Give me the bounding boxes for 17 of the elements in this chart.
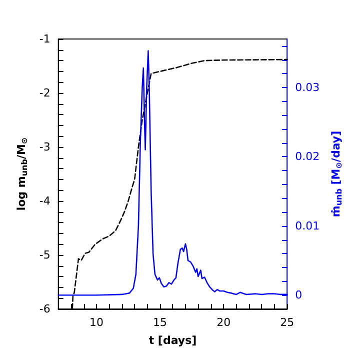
y-tick-label: -2 [39, 86, 50, 100]
y-axis-title: log munb/M⊙ [15, 137, 29, 211]
y-tick-label: -5 [39, 248, 50, 262]
y-tick-label: -1 [39, 32, 50, 46]
y2-axis-title: ṁunb [M⊙/day] [330, 130, 344, 218]
x-tick-label: 20 [216, 316, 231, 329]
x-tick-label: 10 [89, 316, 104, 329]
y-tick-label: -6 [39, 302, 50, 316]
y2-tick-label: 0.02 [295, 150, 320, 164]
x-tick-label: 25 [280, 316, 294, 329]
y2-tick-label: 0 [295, 288, 302, 302]
y-tick-label: -4 [39, 194, 50, 208]
y2-tick-label: 0.01 [295, 219, 320, 232]
x-axis-title: t [days] [148, 334, 197, 347]
y-tick-label: -3 [39, 140, 50, 154]
x-tick-label: 15 [153, 316, 168, 329]
y2-tick-label: 0.03 [295, 80, 320, 94]
